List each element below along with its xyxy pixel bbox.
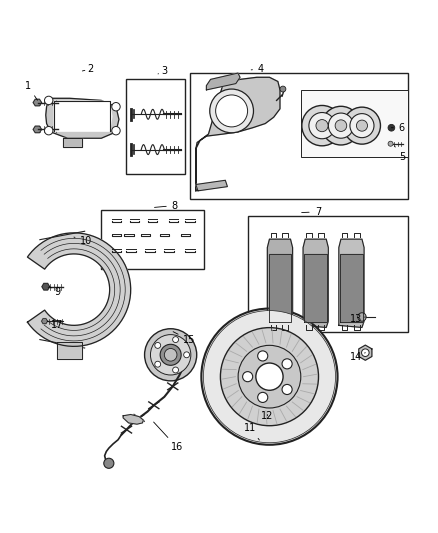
Bar [190,73,408,199]
Polygon shape [33,99,42,106]
Circle shape [210,89,254,133]
Circle shape [357,120,367,131]
Circle shape [173,337,179,343]
Circle shape [151,335,191,375]
Circle shape [155,361,161,367]
Circle shape [243,372,253,382]
Polygon shape [359,345,372,360]
Polygon shape [33,126,42,133]
Circle shape [282,359,292,369]
Circle shape [343,107,381,144]
Circle shape [388,141,393,146]
Text: 4: 4 [251,64,264,74]
Text: 11: 11 [244,423,259,440]
Bar [248,216,408,332]
Text: 9: 9 [49,287,60,297]
Circle shape [238,345,301,408]
Text: 14: 14 [350,352,365,362]
Circle shape [258,392,268,402]
Circle shape [45,126,53,135]
Polygon shape [268,254,291,322]
Circle shape [335,120,347,132]
Circle shape [388,124,395,131]
Circle shape [316,119,328,132]
Polygon shape [304,254,327,322]
Text: 2: 2 [82,64,94,74]
Polygon shape [340,254,363,322]
Circle shape [201,309,338,445]
Circle shape [328,113,353,138]
Polygon shape [303,239,328,327]
Circle shape [256,363,283,390]
Circle shape [173,367,179,373]
Text: 8: 8 [155,200,178,211]
Text: 1: 1 [25,80,38,100]
Polygon shape [42,319,47,324]
Polygon shape [339,239,364,327]
Circle shape [350,114,374,138]
Circle shape [282,384,292,394]
Circle shape [164,349,177,361]
Bar [101,209,204,269]
Text: 5: 5 [395,146,405,162]
Circle shape [104,458,114,469]
Circle shape [45,96,53,104]
Text: 6: 6 [392,123,405,133]
Circle shape [280,86,286,92]
Polygon shape [267,239,293,327]
Circle shape [203,311,336,443]
Bar [127,79,185,174]
Circle shape [112,102,120,111]
Circle shape [258,351,268,361]
Text: 13: 13 [350,314,365,324]
Bar [301,90,408,157]
Circle shape [145,329,197,381]
Circle shape [184,352,190,358]
Circle shape [321,106,360,145]
Text: 10: 10 [74,236,93,246]
Circle shape [361,349,369,357]
Circle shape [112,126,120,135]
Polygon shape [123,415,143,424]
Polygon shape [54,101,112,131]
Circle shape [309,112,335,139]
Polygon shape [64,138,82,147]
Text: 15: 15 [173,332,196,345]
Circle shape [220,328,318,426]
Polygon shape [42,284,49,290]
Polygon shape [196,180,227,191]
Text: 7: 7 [302,207,321,217]
Circle shape [155,343,161,349]
Circle shape [160,344,181,365]
Text: 3: 3 [158,66,167,76]
Circle shape [215,95,247,127]
Polygon shape [46,98,119,138]
Polygon shape [57,342,82,359]
Polygon shape [28,233,131,346]
Polygon shape [196,77,280,191]
Text: 17: 17 [47,320,64,330]
Circle shape [358,313,366,321]
Text: 12: 12 [261,411,274,421]
Text: 16: 16 [154,422,183,453]
Polygon shape [206,73,240,90]
Circle shape [302,106,342,146]
